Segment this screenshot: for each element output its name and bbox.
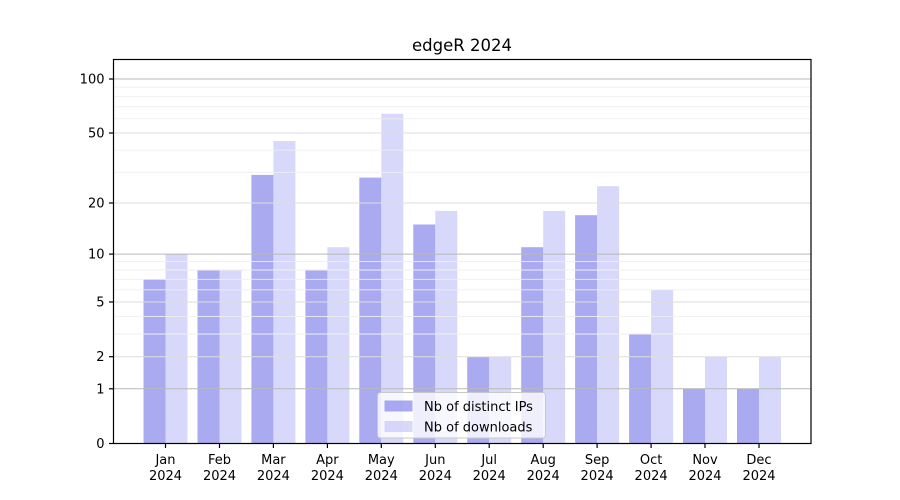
- bar-may-distinct-ips: [359, 177, 382, 444]
- bar-mar-distinct-ips: [251, 174, 274, 444]
- x-axis-tick-label-month-jul: Jul: [480, 453, 497, 468]
- x-axis-tick-label-year-apr: 2024: [311, 469, 344, 484]
- x-axis-tick-label-year-nov: 2024: [688, 469, 721, 484]
- bar-jan-distinct-ips: [143, 279, 166, 444]
- legend: Nb of distinct IPs Nb of downloads: [377, 392, 546, 439]
- y-axis-tick-label-20: 20: [88, 197, 105, 212]
- x-axis-tick-label-year-jul: 2024: [473, 469, 506, 484]
- y-axis-tick-label-100: 100: [80, 73, 105, 88]
- x-axis-tick-label-month-aug: Aug: [531, 453, 556, 468]
- legend-swatch-downloads: [384, 421, 413, 432]
- plot-border: [112, 58, 812, 445]
- x-axis-tick-label-month-feb: Feb: [208, 453, 231, 468]
- x-axis-tick-label-month-dec: Dec: [746, 453, 771, 468]
- bar-dec-downloads: [759, 356, 781, 444]
- x-axis-tick-label-month-jun: Jun: [424, 453, 445, 468]
- x-axis-tick-label-year-feb: 2024: [203, 469, 236, 484]
- y-axis-tick-label-0: 0: [96, 437, 104, 452]
- x-axis-tick-label-year-dec: 2024: [742, 469, 775, 484]
- bar-sep-distinct-ips: [575, 215, 598, 444]
- y-axis-tick-label-50: 50: [88, 127, 105, 142]
- x-axis-tick-label-year-sep: 2024: [581, 469, 614, 484]
- bar-jan-downloads: [165, 254, 188, 444]
- gridlines-layer: [113, 78, 811, 390]
- x-axis-tick-label-year-jun: 2024: [419, 469, 452, 484]
- bar-aug-downloads: [543, 210, 566, 444]
- x-axis-tick-label-month-sep: Sep: [585, 453, 610, 468]
- x-axis-tick-label-year-jan: 2024: [149, 469, 182, 484]
- legend-label-downloads: Nb of downloads: [424, 421, 533, 436]
- legend-label-distinct-ips: Nb of distinct IPs: [424, 400, 533, 415]
- x-axis-tick-label-year-may: 2024: [365, 469, 398, 484]
- legend-swatch-distinct-ips: [384, 400, 413, 412]
- y-axis-tick-label-1: 1: [96, 382, 104, 397]
- x-axis-tick-label-month-mar: Mar: [261, 453, 286, 468]
- legend-box: [377, 392, 546, 439]
- bar-nov-distinct-ips: [683, 388, 705, 444]
- y-axis-tick-label-5: 5: [96, 296, 104, 311]
- x-axis-tick-label-month-apr: Apr: [316, 453, 339, 468]
- bar-mar-downloads: [273, 141, 296, 444]
- bar-sep-downloads: [597, 186, 620, 444]
- bar-apr-downloads: [327, 247, 350, 444]
- axis-labels-layer: 0125102050100Jan2024Feb2024Mar2024Apr202…: [80, 73, 776, 485]
- x-axis-tick-label-month-may: May: [368, 453, 395, 468]
- bar-oct-downloads: [651, 289, 674, 444]
- y-axis-tick-label-10: 10: [88, 248, 105, 263]
- x-axis-tick-label-month-jan: Jan: [154, 453, 175, 468]
- x-axis-tick-label-year-oct: 2024: [635, 469, 668, 484]
- y-axis-tick-label-2: 2: [96, 350, 104, 365]
- x-axis-tick-label-month-oct: Oct: [640, 453, 662, 468]
- bar-jun-downloads: [435, 210, 458, 444]
- axes-layer: [109, 58, 812, 448]
- bar-may-downloads: [381, 113, 404, 444]
- bar-dec-distinct-ips: [737, 388, 759, 444]
- x-axis-tick-label-year-mar: 2024: [257, 469, 290, 484]
- x-axis-tick-label-month-nov: Nov: [692, 453, 718, 468]
- chart-title: edgeR 2024: [412, 36, 512, 55]
- x-axis-tick-label-year-aug: 2024: [527, 469, 560, 484]
- bar-nov-downloads: [705, 356, 727, 444]
